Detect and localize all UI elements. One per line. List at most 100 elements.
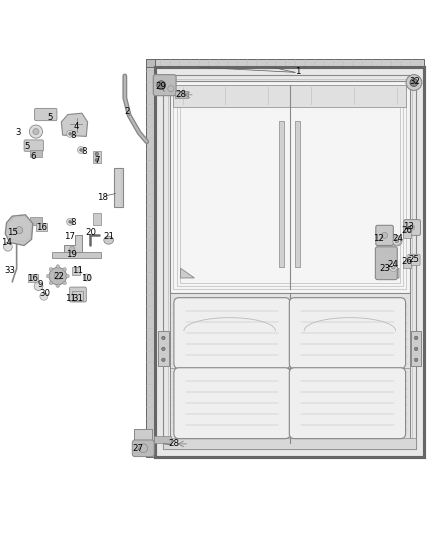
Text: 1: 1 bbox=[295, 67, 300, 76]
Polygon shape bbox=[155, 59, 424, 67]
FancyBboxPatch shape bbox=[174, 368, 290, 439]
FancyBboxPatch shape bbox=[132, 440, 154, 457]
Bar bbox=[93, 151, 101, 163]
Text: 11: 11 bbox=[72, 265, 84, 274]
Text: 31: 31 bbox=[72, 294, 84, 303]
Circle shape bbox=[16, 227, 23, 233]
Circle shape bbox=[392, 236, 402, 246]
FancyBboxPatch shape bbox=[70, 287, 86, 302]
FancyBboxPatch shape bbox=[404, 220, 420, 236]
Circle shape bbox=[392, 265, 395, 269]
Bar bbox=[114, 168, 123, 207]
Text: 28: 28 bbox=[169, 439, 180, 448]
Bar bbox=[403, 261, 411, 268]
Polygon shape bbox=[146, 67, 155, 457]
Text: 30: 30 bbox=[39, 289, 50, 298]
Circle shape bbox=[49, 268, 53, 271]
Text: 5: 5 bbox=[25, 142, 30, 151]
Bar bbox=[279, 120, 285, 267]
Circle shape bbox=[70, 246, 75, 252]
Text: 13: 13 bbox=[403, 222, 414, 231]
Polygon shape bbox=[385, 268, 399, 278]
Circle shape bbox=[54, 273, 61, 280]
Text: 32: 32 bbox=[410, 77, 421, 86]
FancyBboxPatch shape bbox=[376, 225, 393, 246]
Circle shape bbox=[49, 268, 67, 285]
Bar bbox=[93, 213, 101, 225]
Text: 19: 19 bbox=[66, 250, 76, 259]
Circle shape bbox=[4, 243, 12, 251]
Text: 10: 10 bbox=[81, 274, 92, 283]
Text: 8: 8 bbox=[71, 218, 76, 227]
Polygon shape bbox=[180, 268, 194, 278]
Circle shape bbox=[414, 358, 418, 361]
Circle shape bbox=[46, 274, 50, 278]
Circle shape bbox=[139, 444, 148, 453]
Bar bbox=[72, 291, 83, 301]
Circle shape bbox=[393, 237, 401, 245]
Text: 14: 14 bbox=[1, 238, 12, 247]
FancyBboxPatch shape bbox=[174, 298, 290, 369]
Text: 7: 7 bbox=[95, 156, 100, 165]
Text: 18: 18 bbox=[97, 193, 109, 202]
Polygon shape bbox=[61, 113, 88, 136]
Text: 26: 26 bbox=[401, 226, 412, 235]
Text: 27: 27 bbox=[132, 444, 144, 453]
Bar bbox=[295, 120, 300, 267]
Circle shape bbox=[33, 128, 39, 135]
Text: 22: 22 bbox=[53, 272, 65, 281]
Circle shape bbox=[69, 221, 71, 223]
Polygon shape bbox=[163, 438, 416, 449]
Text: 11: 11 bbox=[65, 294, 77, 303]
Text: 24: 24 bbox=[392, 233, 403, 243]
Circle shape bbox=[66, 274, 69, 278]
Bar bbox=[30, 150, 42, 157]
Circle shape bbox=[29, 125, 42, 138]
Bar bbox=[154, 435, 171, 443]
Circle shape bbox=[63, 281, 67, 285]
Circle shape bbox=[162, 347, 165, 351]
Circle shape bbox=[395, 239, 399, 243]
Circle shape bbox=[95, 152, 99, 156]
Bar bbox=[52, 253, 101, 258]
Circle shape bbox=[34, 282, 43, 290]
Text: 26: 26 bbox=[401, 257, 412, 266]
Text: 20: 20 bbox=[85, 228, 97, 237]
FancyBboxPatch shape bbox=[289, 298, 406, 369]
Circle shape bbox=[78, 147, 85, 154]
Circle shape bbox=[69, 133, 71, 135]
Circle shape bbox=[406, 75, 422, 91]
Polygon shape bbox=[146, 59, 155, 67]
Text: 21: 21 bbox=[103, 232, 114, 241]
Bar bbox=[175, 91, 188, 98]
Text: 16: 16 bbox=[27, 274, 39, 283]
Circle shape bbox=[67, 130, 74, 138]
Bar bbox=[403, 231, 411, 238]
Circle shape bbox=[40, 292, 48, 300]
Bar bbox=[411, 332, 421, 366]
Text: 8: 8 bbox=[71, 131, 76, 140]
FancyBboxPatch shape bbox=[289, 368, 406, 439]
Circle shape bbox=[49, 281, 53, 285]
Circle shape bbox=[389, 263, 397, 271]
Bar bbox=[36, 223, 47, 231]
FancyBboxPatch shape bbox=[24, 140, 43, 151]
Text: 23: 23 bbox=[379, 264, 390, 273]
Circle shape bbox=[162, 336, 165, 340]
Circle shape bbox=[56, 284, 60, 287]
Text: 33: 33 bbox=[4, 265, 15, 274]
FancyBboxPatch shape bbox=[35, 108, 57, 120]
Text: 9: 9 bbox=[38, 280, 43, 289]
Text: 12: 12 bbox=[373, 233, 385, 243]
Text: 24: 24 bbox=[388, 260, 399, 269]
Polygon shape bbox=[170, 293, 410, 443]
Text: 3: 3 bbox=[16, 128, 21, 138]
Text: 6: 6 bbox=[30, 151, 35, 160]
Circle shape bbox=[410, 78, 418, 86]
Circle shape bbox=[414, 347, 418, 351]
Polygon shape bbox=[173, 85, 406, 107]
Bar bbox=[30, 217, 42, 225]
Text: 15: 15 bbox=[7, 228, 18, 237]
Text: 2: 2 bbox=[124, 107, 130, 116]
Circle shape bbox=[162, 358, 165, 361]
